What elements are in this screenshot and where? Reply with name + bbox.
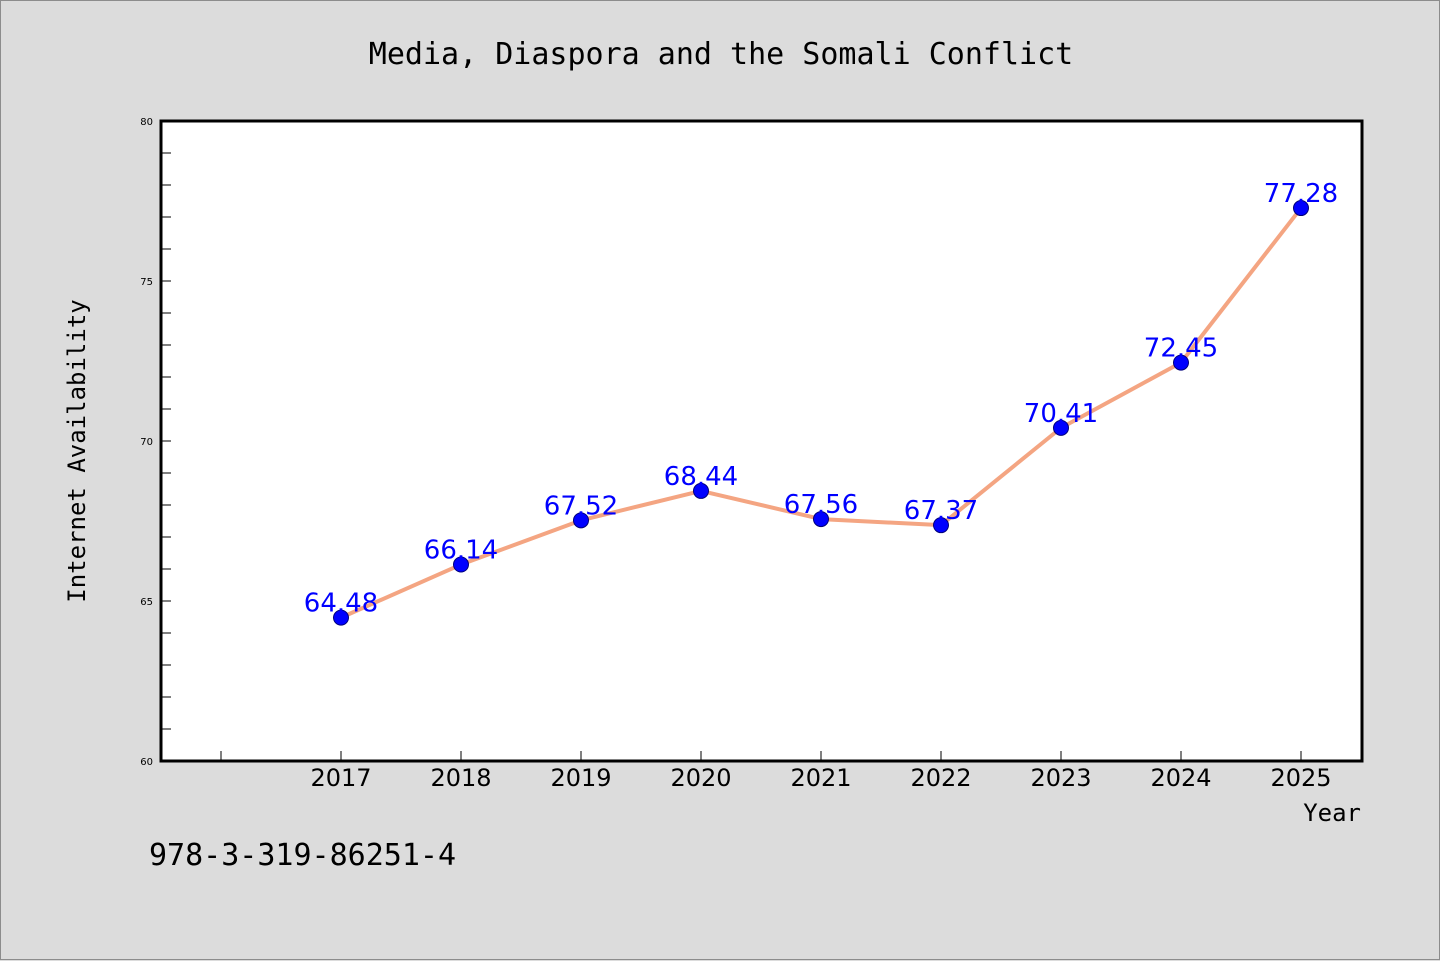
x-axis: 2017 2018 2019 2020 2021 2022 2023 2024 2025 xyxy=(220,751,1332,792)
x-tick-label: 2019 xyxy=(550,764,611,792)
data-label: 67.56 xyxy=(784,490,858,520)
x-tick-label: 2022 xyxy=(910,764,971,792)
x-tick-label: 2021 xyxy=(790,764,851,792)
plot-frame xyxy=(159,119,1364,763)
data-point-marker xyxy=(933,517,949,534)
data-label: 68.44 xyxy=(664,462,738,492)
data-label: 70.41 xyxy=(1024,399,1098,429)
data-point-marker xyxy=(333,609,349,626)
data-label: 64.48 xyxy=(304,589,378,619)
y-axis: 60 65 70 75 80 xyxy=(140,117,171,768)
x-axis-label: Year xyxy=(1303,799,1361,827)
chart-title: Media, Diaspora and the Somali Conflict xyxy=(369,37,1073,72)
y-tick-label: 65 xyxy=(140,597,153,608)
y-axis-label: Internet Availability xyxy=(63,299,91,602)
plot-area xyxy=(161,121,1362,761)
data-point-marker xyxy=(1173,354,1189,371)
x-tick-label: 2024 xyxy=(1150,764,1211,792)
y-tick-label: 60 xyxy=(140,757,153,768)
data-point-marker xyxy=(1293,200,1309,217)
data-point-marker xyxy=(813,511,829,528)
data-label: 72.45 xyxy=(1144,334,1218,364)
isbn-text: 978-3-319-86251-4 xyxy=(149,838,456,873)
data-point-marker xyxy=(1053,419,1069,436)
x-tick-label: 2025 xyxy=(1270,764,1331,792)
x-tick-label: 2017 xyxy=(310,764,371,792)
y-tick-label: 80 xyxy=(140,117,153,128)
data-label: 67.52 xyxy=(544,491,618,521)
y-tick-label: 75 xyxy=(140,277,153,288)
data-point-marker xyxy=(453,556,469,573)
data-point-marker xyxy=(573,512,589,529)
data-point-marker xyxy=(693,482,709,499)
data-label: 77.28 xyxy=(1264,179,1338,209)
series-markers xyxy=(333,200,1309,626)
data-label: 66.14 xyxy=(424,536,498,566)
x-tick-label: 2020 xyxy=(670,764,731,792)
x-tick-label: 2018 xyxy=(430,764,491,792)
x-tick-label: 2023 xyxy=(1030,764,1091,792)
data-labels: 64.48 66.14 67.52 68.44 67.56 67.37 70.41 72.45… xyxy=(304,179,1338,619)
data-label: 67.37 xyxy=(904,496,978,526)
y-tick-label: 70 xyxy=(140,437,153,448)
